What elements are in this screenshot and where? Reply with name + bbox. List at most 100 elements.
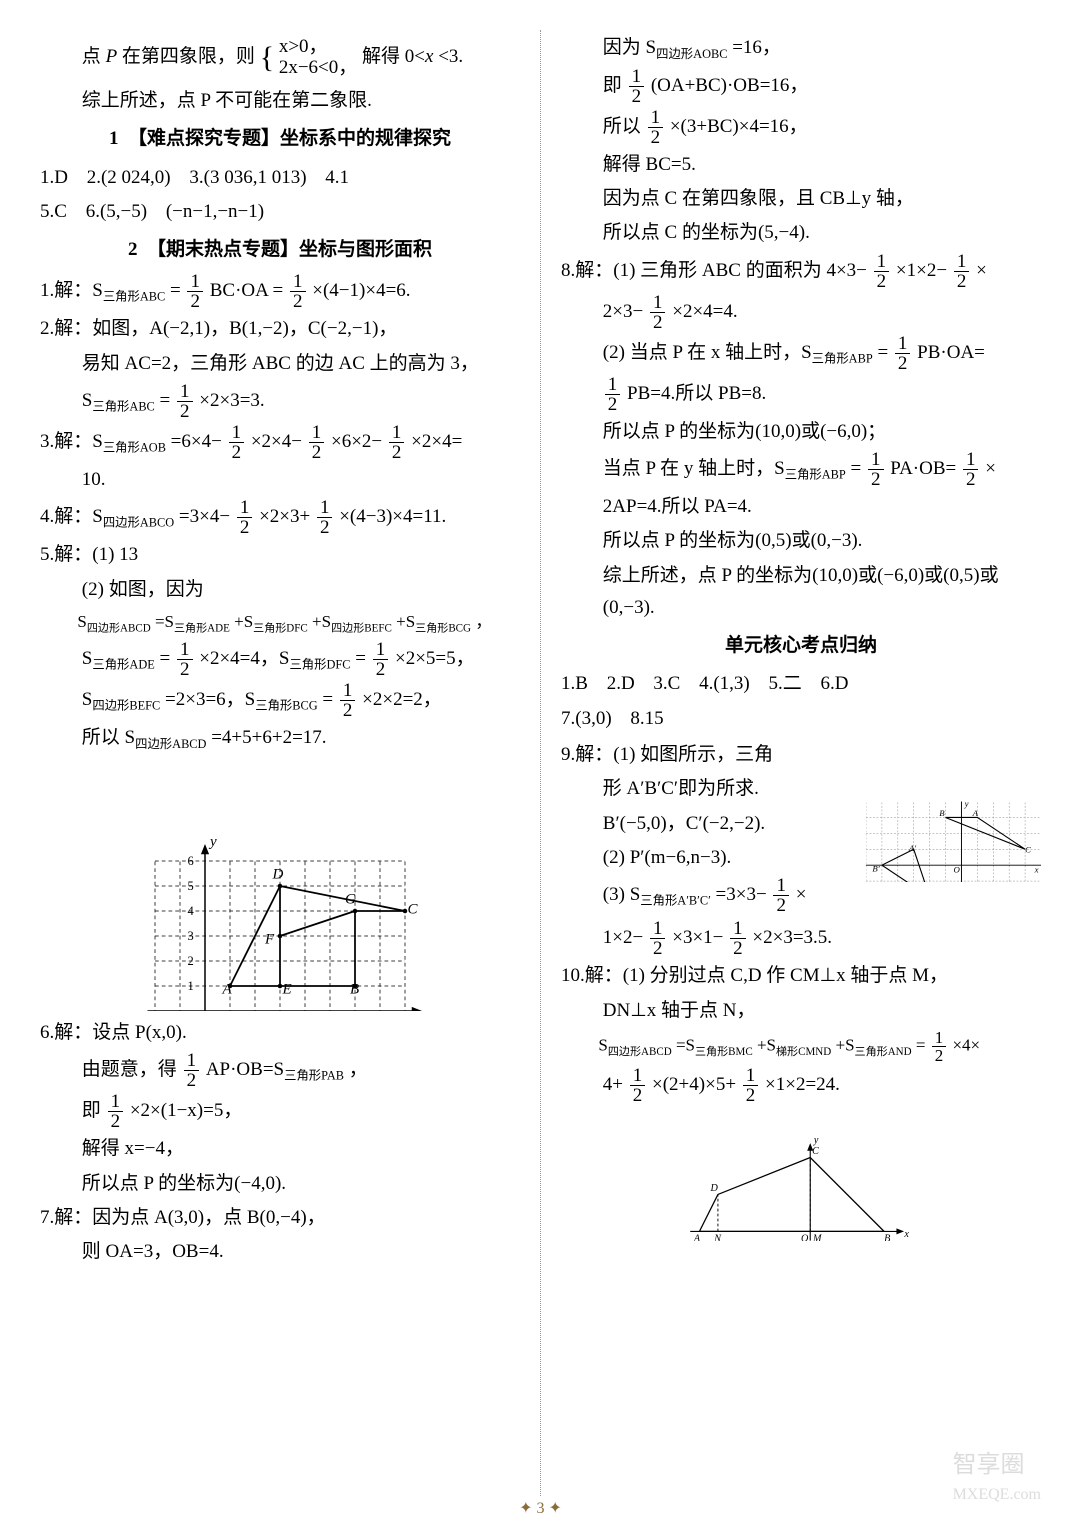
l1: 点 P 在第四象限，则 { x>0， 2x−6<0， 解得 0<x <3. bbox=[40, 32, 520, 83]
q5c-s2: 三角形ADE bbox=[174, 622, 230, 634]
svg-text:C: C bbox=[1025, 845, 1031, 855]
svg-text:B′: B′ bbox=[872, 864, 880, 874]
q2c-a: S bbox=[82, 390, 93, 411]
l1a: 点 bbox=[82, 46, 106, 67]
q5c: S四边形ABCD =S三角形ADE +S三角形DFC +S四边形BEFC +S三… bbox=[40, 608, 520, 638]
q10c-s1: 四边形ABCD bbox=[608, 1046, 672, 1058]
svg-text:B: B bbox=[884, 1233, 890, 1240]
q2c: S三角形ABC = 12 ×2×3=3. bbox=[40, 382, 520, 421]
q1: 1.解：S三角形ABC = 12 BC·OA = 12 ×(4−1)×4=6. bbox=[40, 272, 520, 311]
q5c-c: +S bbox=[234, 612, 253, 631]
q8d: 12 PB=4.所以 PB=8. bbox=[561, 375, 1041, 414]
q5b: (2) 如图，因为 bbox=[40, 574, 520, 606]
q5c-e: +S bbox=[396, 612, 415, 631]
q5e: S四边形BEFC =2×3=6，S三角形BCG = 12 ×2×2=2， bbox=[40, 681, 520, 720]
q10d: 4+ 12 ×(2+4)×5+ 12 ×1×2=24. bbox=[561, 1066, 1041, 1105]
ans-6b: (−n−1,−n−1) bbox=[166, 196, 264, 228]
q8c-a: (2) 当点 P 在 x 轴上时，S bbox=[603, 342, 812, 363]
q2b: 易知 AC=2，三角形 ABC 的边 AC 上的高为 3， bbox=[40, 348, 520, 380]
q9-with-figure: 9.解：(1) 如图所示，三角 形 A′B′C′即为所求. B′(−5,0)，C… bbox=[561, 737, 1041, 917]
q8f-a: 当点 P 在 y 轴上时，S bbox=[603, 458, 785, 479]
q8b-a: 2×3− bbox=[603, 301, 643, 322]
q2c-b: = bbox=[160, 390, 175, 411]
q10c-s2: 三角形BMC bbox=[695, 1046, 753, 1058]
svg-text:A: A bbox=[972, 808, 979, 818]
q5c-a: S bbox=[77, 612, 86, 631]
q3-sub: 三角形AOB bbox=[103, 441, 166, 455]
frac-1-2: 12 bbox=[730, 919, 746, 958]
svg-text:O: O bbox=[193, 1009, 204, 1011]
q10d-c: ×1×2=24. bbox=[765, 1074, 840, 1095]
frac-1-2: 12 bbox=[895, 334, 911, 373]
q1-eq: = bbox=[170, 280, 185, 301]
q10c-s3: 梯形CMND bbox=[776, 1046, 831, 1058]
frac-1-2: 12 bbox=[177, 382, 193, 421]
svg-text:N: N bbox=[713, 1233, 722, 1240]
r3: 所以 12 ×(3+BC)×4=16， bbox=[561, 108, 1041, 147]
figure-q10: AN DO MC Bx y bbox=[681, 1111, 921, 1241]
q6b-b: AP·OB=S bbox=[206, 1059, 284, 1080]
svg-text:5: 5 bbox=[188, 879, 194, 893]
l1c: 解得 0< bbox=[362, 46, 425, 67]
q4: 4.解：S四边形ABCO =3×4− 12 ×2×3+ 12 ×(4−3)×4=… bbox=[40, 498, 520, 537]
r3-b: ×(3+BC)×4=16， bbox=[670, 116, 808, 137]
l2: 综上所述，点 P 不可能在第二象限. bbox=[40, 85, 520, 117]
q4-d: ×(4−3)×4=11. bbox=[339, 506, 446, 527]
q1-d: ×(4−1)×4=6. bbox=[312, 280, 410, 301]
svg-text:M: M bbox=[812, 1233, 822, 1240]
q10c-c: +S bbox=[757, 1035, 776, 1054]
q5f: 所以 S四边形ABCD =4+5+6+2=17. bbox=[40, 722, 520, 755]
left-column: 点 P 在第四象限，则 { x>0， 2x−6<0， 解得 0<x <3. 综上… bbox=[40, 30, 520, 1496]
q10c-a: S bbox=[598, 1035, 607, 1054]
ans-2: 2.(2 024,0) bbox=[87, 162, 171, 194]
q5c-f: ， bbox=[475, 612, 492, 631]
q5e-s1: 四边形BEFC bbox=[92, 699, 160, 713]
page-footer: ✦ 3 ✦ bbox=[0, 1498, 1081, 1518]
q8f: 当点 P 在 y 轴上时，S三角形ABP = 12 PA·OB= 12 × bbox=[561, 450, 1041, 489]
q8a-c: × bbox=[976, 260, 987, 281]
q5c-s5: 三角形BCG bbox=[415, 622, 471, 634]
q8f-d: × bbox=[985, 458, 996, 479]
q10c-d: +S bbox=[836, 1035, 855, 1054]
q5d: S三角形ADE = 12 ×2×4=4，S三角形DFC = 12 ×2×5=5， bbox=[40, 640, 520, 679]
q5e-s2: 三角形BCG bbox=[255, 699, 317, 713]
q3f: 10. bbox=[40, 464, 520, 496]
case-top: x>0， bbox=[279, 37, 357, 58]
q8c-b: = bbox=[877, 342, 892, 363]
q5d-s2: 三角形DFC bbox=[289, 658, 350, 672]
svg-text:3: 3 bbox=[188, 929, 194, 943]
frac-1-2: 12 bbox=[290, 272, 306, 311]
q6c: 即 12 ×2×(1−x)=5， bbox=[40, 1092, 520, 1131]
q4-c: ×2×3+ bbox=[259, 506, 310, 527]
answers-row-2: 5.C 6.(5,−5) (−n−1,−n−1) bbox=[40, 196, 520, 228]
q4-b: =3×4− bbox=[179, 506, 230, 527]
frac-1-2: 12 bbox=[237, 498, 253, 537]
section-title-2: 2 【期末热点专题】坐标与图形面积 bbox=[40, 234, 520, 266]
q1-a: 1.解：S bbox=[40, 280, 103, 301]
figure-q9: ABC A′B′C′ Oxy bbox=[866, 737, 1041, 882]
q10c-f: ×4× bbox=[952, 1035, 980, 1054]
a8: 8.15 bbox=[630, 703, 663, 735]
frac-1-2: 12 bbox=[229, 423, 245, 462]
q2c-c: ×2×3=3. bbox=[199, 390, 264, 411]
q9a: 9.解：(1) 如图所示，三角 bbox=[561, 739, 858, 771]
q9e-a: (3) S bbox=[603, 884, 640, 905]
frac-1-2: 12 bbox=[309, 423, 325, 462]
frac-1-2: 12 bbox=[650, 293, 666, 332]
frac-1-2: 12 bbox=[373, 640, 389, 679]
svg-text:y: y bbox=[964, 798, 969, 808]
l1b: 在第四象限，则 bbox=[122, 46, 255, 67]
q4-a: 4.解：S bbox=[40, 506, 103, 527]
svg-text:1: 1 bbox=[188, 979, 194, 993]
q9c: B′(−5,0)，C′(−2,−2). bbox=[561, 808, 858, 840]
ans-5: 5.C bbox=[40, 196, 67, 228]
q5f-a: 所以 S bbox=[82, 727, 135, 748]
q5d-d: = bbox=[355, 648, 370, 669]
q4-sub: 四边形ABCO bbox=[103, 516, 174, 530]
r1: 因为 S四边形AOBC =16， bbox=[561, 32, 1041, 65]
q5e-b: =2×3=6，S bbox=[165, 689, 255, 710]
q6b-c: ， bbox=[349, 1059, 368, 1080]
q5c-b: =S bbox=[155, 612, 174, 631]
frac-1-2: 12 bbox=[184, 1051, 200, 1090]
q5c-d: +S bbox=[312, 612, 331, 631]
